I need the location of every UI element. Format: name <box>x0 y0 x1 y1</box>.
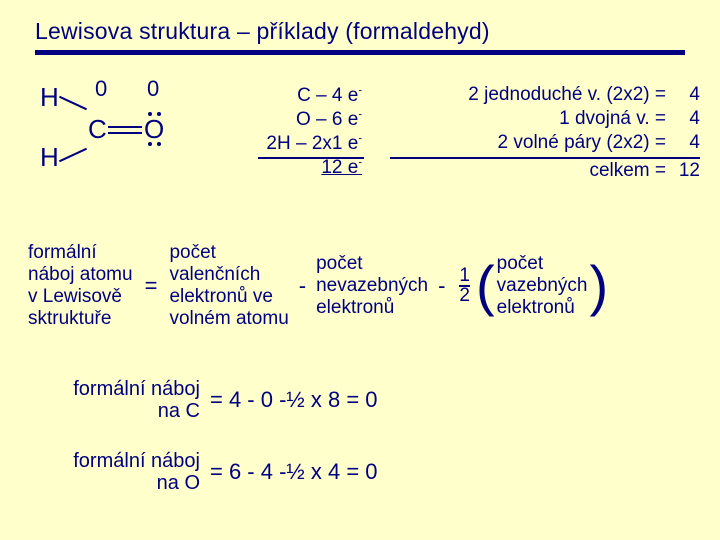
fc-calc-C: formální náboj na C = 4 - 0 -½ x 8 = 0 <box>40 378 378 422</box>
atom-H1: H <box>40 82 59 113</box>
lone-pair-O-top-2 <box>157 112 161 116</box>
minus-sign-2: - <box>438 273 445 299</box>
atom-H2: H <box>40 142 59 173</box>
minus-sign-1: - <box>299 273 306 299</box>
bond-row-total: celkem = 12 <box>380 160 700 184</box>
fc-calc-C-label: formální náboj na C <box>40 378 200 422</box>
one-half-fraction: 1 2 <box>459 267 470 305</box>
bond-C-O-2 <box>108 132 142 134</box>
ecount-line-0: C – 4 e- <box>232 84 362 108</box>
fc-calc-O: formální náboj na O = 6 - 4 -½ x 4 = 0 <box>40 450 378 494</box>
lone-pair-O-bot-2 <box>157 142 161 146</box>
lone-pair-O-bot-1 <box>148 142 152 146</box>
bond-H2-C <box>59 148 87 162</box>
equals-sign: = <box>145 273 158 299</box>
electron-count-block: C – 4 e- O – 6 e- 2H – 2x1 e- 12 e- <box>232 84 362 180</box>
atom-C: C <box>88 114 107 145</box>
bond-row-1: 1 dvojná v. = 4 <box>380 108 700 132</box>
molecule-diagram: H H C O 0 0 <box>40 82 190 192</box>
bond-row-0: 2 jednoduché v. (2x2) = 4 <box>380 84 700 108</box>
bond-sum-line <box>390 157 700 159</box>
formal-charge-definition: formální náboj atomu v Lewisově sktruktu… <box>28 242 610 330</box>
title-underline <box>35 50 685 55</box>
fc-calc-C-expr: = 4 - 0 -½ x 8 = 0 <box>210 387 378 413</box>
formal-charge-O: 0 <box>147 76 159 102</box>
fc-def-lhs: formální náboj atomu v Lewisově sktruktu… <box>28 242 133 330</box>
bond-C-O-1 <box>108 126 142 128</box>
bond-H1-C <box>59 96 87 110</box>
fc-calc-O-expr: = 6 - 4 -½ x 4 = 0 <box>210 459 378 485</box>
fc-calc-O-label: formální náboj na O <box>40 450 200 494</box>
atom-O: O <box>144 114 164 145</box>
bond-summary-block: 2 jednoduché v. (2x2) = 4 1 dvojná v. = … <box>380 84 700 184</box>
ecount-line-1: O – 6 e- <box>232 108 362 132</box>
paren-close: ) <box>589 266 608 306</box>
fc-def-term3: počet vazebných elektronů <box>497 253 588 319</box>
page-title: Lewisova struktura – příklady (formaldeh… <box>35 18 490 45</box>
paren-open: ( <box>476 266 495 306</box>
ecount-line-2: 2H – 2x1 e- <box>232 132 362 156</box>
formal-charge-C: 0 <box>95 76 107 102</box>
ecount-underline <box>258 157 364 159</box>
lone-pair-O-top-1 <box>148 112 152 116</box>
fc-def-term2: počet nevazebných elektronů <box>316 253 428 319</box>
bond-row-2: 2 volné páry (2x2) = 4 <box>380 132 700 156</box>
ecount-line-3: 12 e- <box>232 156 362 180</box>
fc-def-term1: počet valenčních elektronů ve volném ato… <box>169 242 288 330</box>
